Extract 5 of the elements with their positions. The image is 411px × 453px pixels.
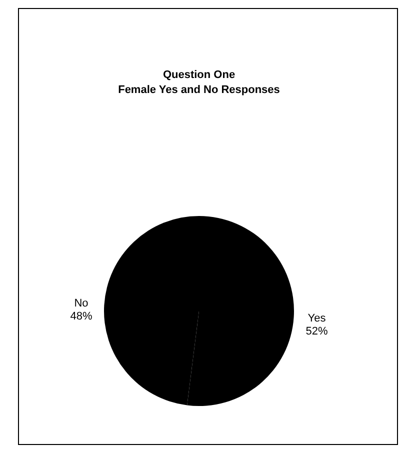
data-label: 52% [306,325,328,338]
data-label: 48% [70,310,92,323]
slice-label: No [74,298,88,310]
slice-label: Yes [308,312,326,324]
chart-title: Question One Female Yes and No Responses [118,69,280,96]
